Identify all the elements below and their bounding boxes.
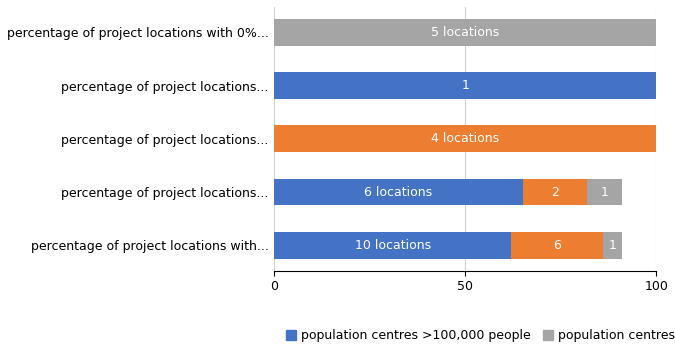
Text: 1: 1 — [461, 79, 469, 92]
Bar — [603, 232, 622, 259]
Text: 6: 6 — [553, 239, 561, 252]
Bar — [274, 19, 656, 45]
Bar — [274, 232, 511, 259]
Legend: population centres >100,000 people, population centres >30,000 people, populatio: population centres >100,000 people, popu… — [281, 324, 675, 347]
Bar — [274, 126, 656, 152]
Text: 6 locations: 6 locations — [364, 186, 433, 198]
Text: 5 locations: 5 locations — [431, 26, 500, 39]
Text: 4 locations: 4 locations — [431, 132, 500, 145]
Text: 10 locations: 10 locations — [354, 239, 431, 252]
Bar — [587, 179, 622, 205]
Bar — [511, 232, 603, 259]
Bar — [274, 72, 656, 99]
Text: 1: 1 — [601, 186, 609, 198]
Text: 1: 1 — [608, 239, 616, 252]
Bar — [274, 179, 522, 205]
Bar — [522, 179, 587, 205]
Text: 2: 2 — [551, 186, 559, 198]
